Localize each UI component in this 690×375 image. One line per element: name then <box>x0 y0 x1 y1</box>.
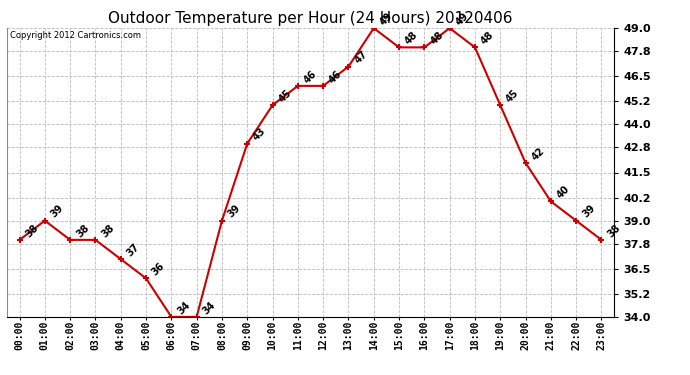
Text: 36: 36 <box>150 261 167 278</box>
Text: 37: 37 <box>125 242 141 258</box>
Text: 43: 43 <box>251 126 268 143</box>
Text: 38: 38 <box>75 222 91 239</box>
Text: Outdoor Temperature per Hour (24 Hours) 20120406: Outdoor Temperature per Hour (24 Hours) … <box>108 11 513 26</box>
Text: 45: 45 <box>504 88 521 104</box>
Text: 38: 38 <box>606 222 622 239</box>
Text: 39: 39 <box>226 203 243 220</box>
Text: 34: 34 <box>175 300 192 316</box>
Text: 38: 38 <box>23 222 41 239</box>
Text: 45: 45 <box>277 88 293 104</box>
Text: 49: 49 <box>378 11 395 27</box>
Text: 39: 39 <box>49 203 66 220</box>
Text: 48: 48 <box>479 30 496 46</box>
Text: 39: 39 <box>580 203 597 220</box>
Text: 38: 38 <box>99 222 117 239</box>
Text: 34: 34 <box>201 300 217 316</box>
Text: Copyright 2012 Cartronics.com: Copyright 2012 Cartronics.com <box>10 31 141 40</box>
Text: 47: 47 <box>353 49 369 66</box>
Text: 48: 48 <box>428 30 445 46</box>
Text: 46: 46 <box>302 69 319 85</box>
Text: 42: 42 <box>530 146 546 162</box>
Text: 46: 46 <box>327 69 344 85</box>
Text: 48: 48 <box>403 30 420 46</box>
Text: 40: 40 <box>555 184 571 201</box>
Text: 49: 49 <box>454 11 471 27</box>
